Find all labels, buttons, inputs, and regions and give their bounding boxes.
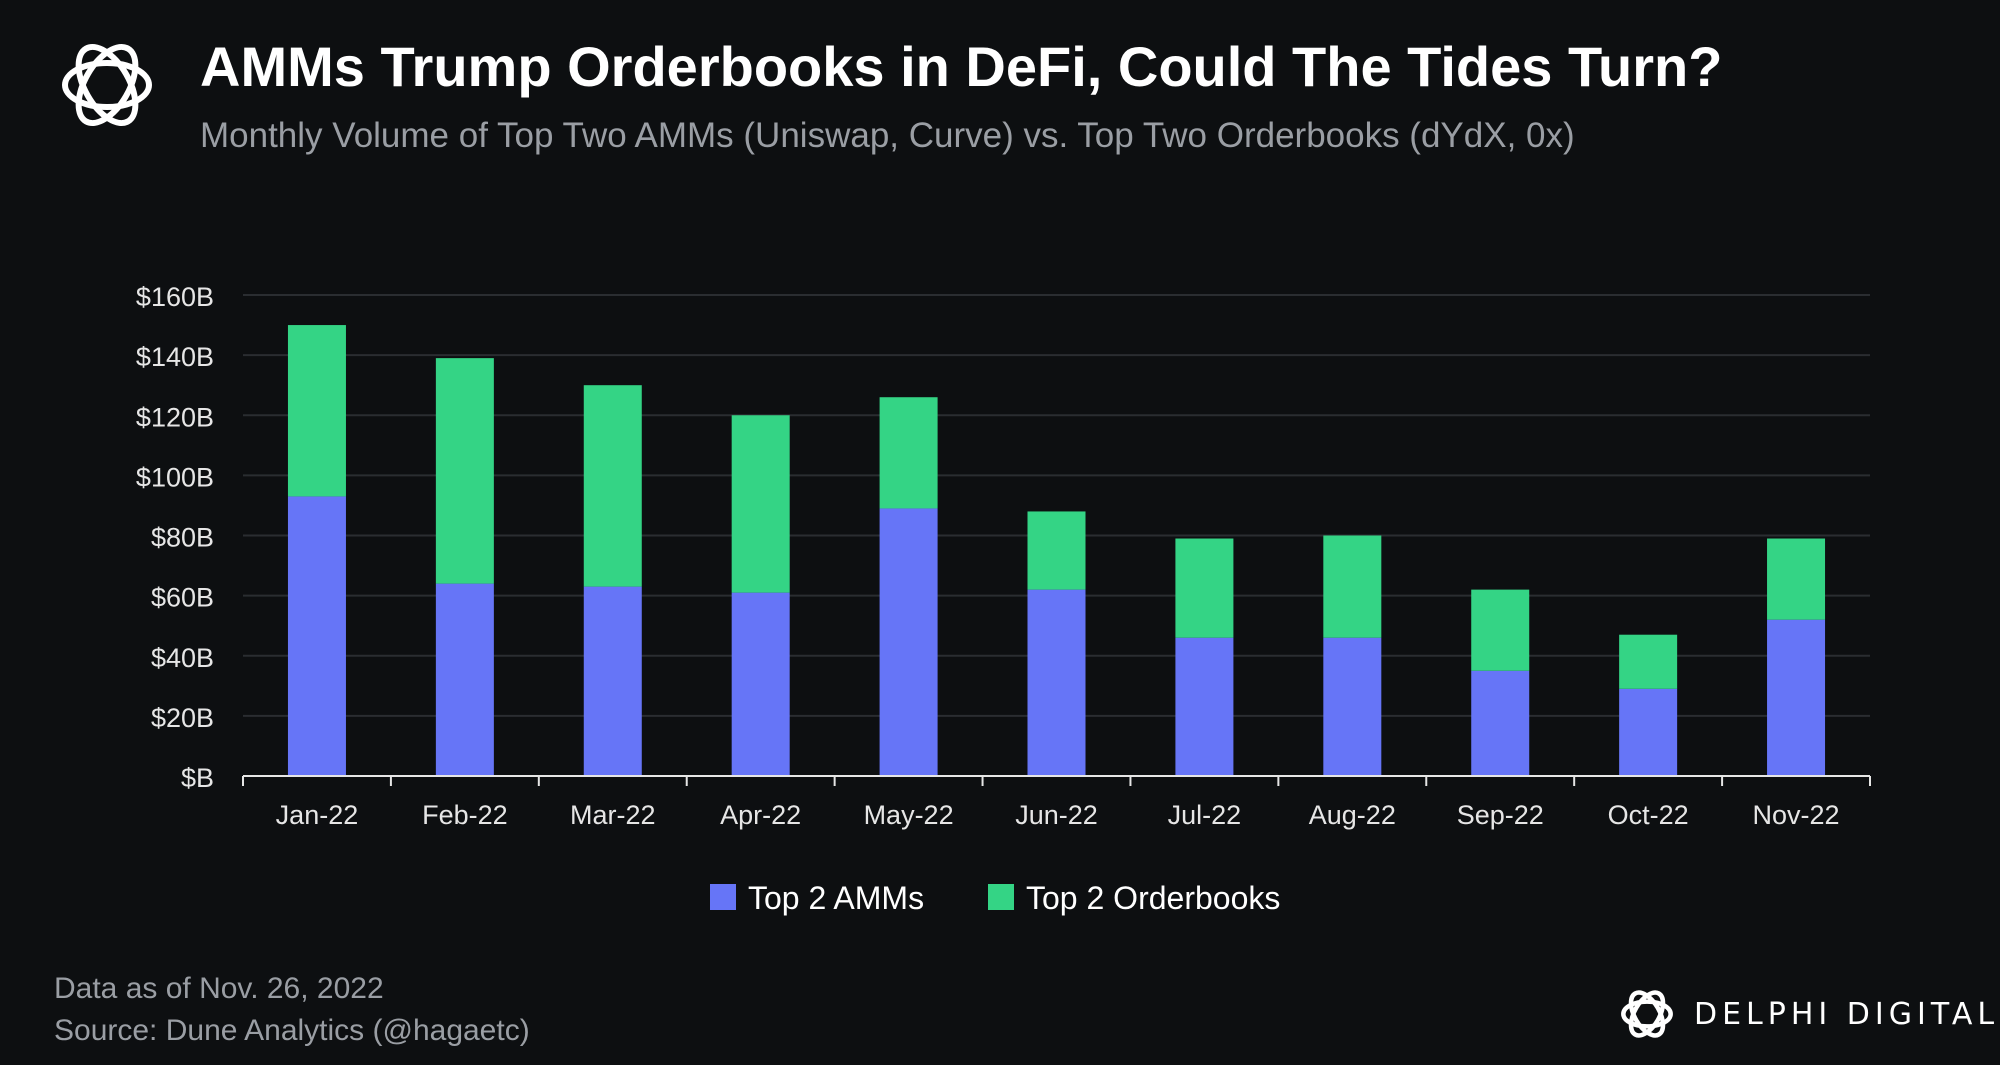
y-tick-label: $120B <box>136 402 214 432</box>
x-tick-label: Aug-22 <box>1309 800 1396 830</box>
bar-top-2-orderbooks <box>583 385 642 587</box>
x-tick-label: Oct-22 <box>1608 800 1689 830</box>
bar-top-2-amms <box>435 583 494 776</box>
x-tick-label: Jan-22 <box>276 800 359 830</box>
brand-logo: DELPHI DIGITAL <box>1616 982 1999 1046</box>
data-date-note: Data as of Nov. 26, 2022 <box>54 972 384 1005</box>
brand-name: DELPHI DIGITAL <box>1694 996 2000 1032</box>
legend-top-2-orderbooks-label: Top 2 Orderbooks <box>1026 880 1280 916</box>
y-tick-label: $40B <box>151 643 214 673</box>
x-tick-label: Feb-22 <box>422 800 508 830</box>
bar-top-2-amms <box>1471 670 1530 776</box>
x-tick-label: Apr-22 <box>720 800 801 830</box>
x-tick-label: Sep-22 <box>1457 800 1544 830</box>
bar-top-2-orderbooks <box>1619 634 1678 689</box>
y-tick-label: $60B <box>151 583 214 613</box>
chart-subtitle: Monthly Volume of Top Two AMMs (Uniswap,… <box>200 116 1575 155</box>
bar-top-2-amms <box>1175 637 1234 776</box>
legend-top-2-orderbooks-swatch <box>988 884 1014 910</box>
bar-top-2-amms <box>879 508 938 776</box>
bar-top-2-amms <box>583 586 642 776</box>
bar-top-2-amms <box>1027 589 1086 776</box>
x-tick-label: Jun-22 <box>1015 800 1098 830</box>
delphi-knot-small-icon <box>1621 990 1673 1038</box>
stacked-bar-chart: $B $20B $40B $60B $80B $100B $120B $140B $160B Ja… <box>136 282 1871 916</box>
bar-top-2-amms <box>1767 619 1826 776</box>
x-tick-label: Jul-22 <box>1168 800 1242 830</box>
bar-top-2-orderbooks <box>1471 589 1530 671</box>
y-tick-label: $B <box>181 763 214 793</box>
bar-top-2-amms <box>287 496 346 776</box>
bar-top-2-orderbooks <box>1175 538 1234 638</box>
y-tick-label: $160B <box>136 282 214 312</box>
bar-top-2-amms <box>731 592 790 776</box>
bar-top-2-orderbooks <box>1027 511 1086 590</box>
x-tick-label: May-22 <box>864 800 954 830</box>
y-tick-label: $20B <box>151 703 214 733</box>
data-source: Source: Dune Analytics (@hagaetc) <box>54 1014 530 1047</box>
bar-top-2-orderbooks <box>435 358 494 584</box>
bar-top-2-orderbooks <box>731 415 790 593</box>
y-tick-label: $100B <box>136 462 214 492</box>
bar-top-2-amms <box>1619 688 1678 776</box>
delphi-knot-logo-icon <box>62 44 152 126</box>
legend-top-2-amms-swatch <box>710 884 736 910</box>
bar-top-2-orderbooks <box>287 325 346 497</box>
bar-top-2-orderbooks <box>1767 538 1826 620</box>
y-tick-label: $140B <box>136 342 214 372</box>
legend-top-2-amms-label: Top 2 AMMs <box>748 880 924 916</box>
x-tick-label: Nov-22 <box>1753 800 1840 830</box>
chart-title: AMMs Trump Orderbooks in DeFi, Could The… <box>200 35 1723 98</box>
bar-top-2-amms <box>1323 637 1382 776</box>
bar-top-2-orderbooks <box>1323 535 1382 638</box>
x-tick-label: Mar-22 <box>570 800 656 830</box>
bar-top-2-orderbooks <box>879 397 938 509</box>
y-tick-label: $80B <box>151 523 214 553</box>
